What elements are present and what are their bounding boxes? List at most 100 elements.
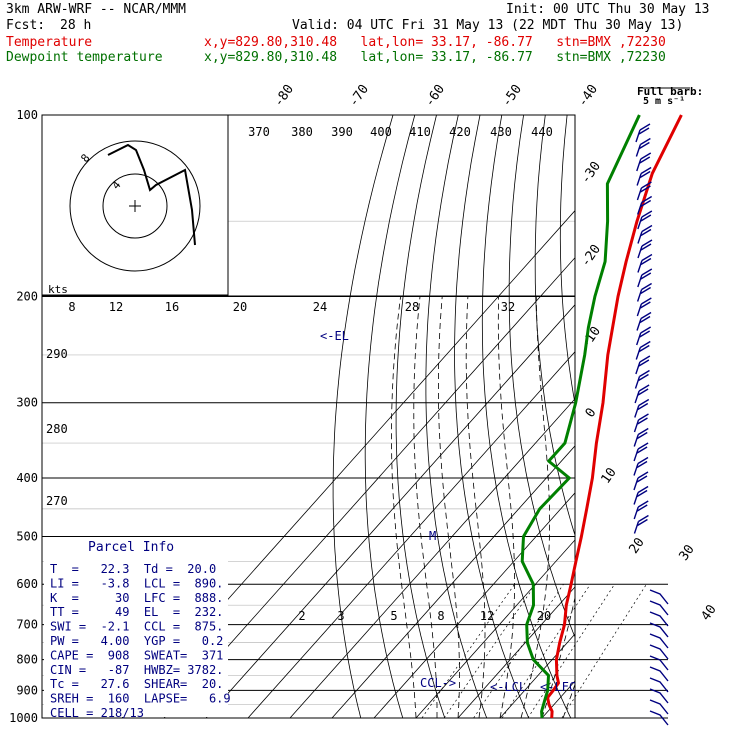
wind-barb-staff [633,448,639,462]
wind-barb [649,644,669,660]
isobar-label: 800 [16,653,38,667]
wind-barb-flag [640,181,652,193]
isobar-label: 200 [16,290,38,304]
wind-barb [637,253,653,273]
temperature-curve [546,114,683,719]
el-label: <-EL [320,329,349,343]
wind-barb-flag [636,456,649,469]
parcel-info-row: LI = -3.8 LCL = 890. [50,576,223,590]
wind-barb [636,181,652,201]
isotherm-label: -80 [271,82,297,110]
wind-barb [649,677,669,693]
wind-barb [635,123,651,143]
dry-adiabat [719,115,740,731]
wind-barb-flag [636,442,649,454]
wind-barb-flag [640,268,653,280]
isotherm-label: 40 [698,602,719,623]
wind-barb-flag [636,471,649,483]
isotherm-label-group: -50 [499,82,525,110]
dry-adiabat [481,115,572,718]
wind-barb [637,210,653,230]
isotherm-line [331,445,575,718]
dewpoint-legend: Dewpoint temperature [6,50,163,65]
isotherm-line [499,633,575,718]
isotherm-label-group: 40 [698,602,719,623]
lcl-label: <-LCL [490,680,526,694]
wind-barb [649,699,669,715]
wind-barb-flag [639,311,652,324]
wind-barb-staff [637,202,643,215]
wind-barb-flag [636,485,649,498]
isobar-label: 1000 [9,711,38,725]
parcel-info-row: K = 30 LFC = 888. [50,591,223,605]
wind-barb-staff [636,318,642,331]
isobar-label: 600 [16,577,38,591]
wind-barb-flag [639,152,652,164]
ccl-label: CCL-> [420,676,456,690]
isotherm-label-group: -20 [578,242,604,270]
fcst-label: Fcst: [6,18,46,33]
wind-barb [636,166,652,186]
wind-barb [635,340,651,360]
isotherm-label: -70 [346,82,372,110]
mixing-ratio-line [561,584,647,718]
wind-barb [649,589,669,605]
wind-barb-flag [637,413,649,425]
wind-barb-staff [636,187,643,201]
theta-label: 280 [46,422,68,436]
speed-label: 24 [313,300,327,314]
wind-barb-flag [640,210,653,222]
wind-barb-flag [640,253,653,266]
wind-barb [649,611,669,627]
wind-barb-staff [635,129,641,143]
wind-barb-flag [637,398,650,411]
isobar-label: 300 [16,396,38,410]
wind-barb-staff [633,419,640,433]
wind-barb [649,710,669,726]
moist-adiabat [584,297,709,719]
valid-time: Valid: 04 UTC Fri 31 May 13 (22 MDT Thu … [292,18,684,33]
theta-e-label: 390 [331,125,353,139]
isotherm-line [289,398,575,718]
wind-barb [635,137,651,157]
wind-barb-staff [635,361,641,375]
isotherm-label: -10 [578,324,604,352]
wind-barb-flag [640,239,653,251]
wind-barb-staff [633,521,640,534]
wind-barb [634,369,650,389]
wind-barb-flag [640,282,652,295]
lfc-label: <-LFC [540,680,576,694]
barb-key-units: 5 m s⁻¹ [643,96,685,107]
parcel-info-row: CELL = 218/13 [50,706,144,720]
wind-barb-staff [636,303,643,317]
theta-label: 270 [46,494,68,508]
theta-label: 290 [46,347,68,361]
wind-barb [636,282,652,302]
wind-barb [633,413,649,433]
mixing-ratio-line [443,584,536,718]
dry-adiabat [395,115,446,718]
theta-e-label: 400 [370,125,392,139]
wind-barb [636,326,652,346]
isotherm-line [457,586,575,718]
wind-barb [633,427,649,447]
wind-barb [649,655,669,671]
wind-barb-staff [637,231,643,244]
theta-e-label: 430 [490,125,512,139]
hodograph-ring-outer [69,140,201,272]
temperature-location: x,y=829.80,310.48 lat,lon= 33.17, -86.77… [204,35,666,50]
wind-barb-staff [634,376,641,389]
wind-barb-flag [639,137,651,150]
isotherm-line [373,492,575,718]
isobar-label: 400 [16,471,38,485]
isotherm-label: 10 [598,465,619,486]
wind-barb [637,195,653,215]
wind-barb-flag [638,355,651,367]
mixing-ratio-label: 2 [298,609,305,623]
wind-barb-flag [640,224,653,237]
moist-adiabat [520,296,550,718]
wind-barb-flag [636,427,649,440]
isotherm-label-group: -10 [578,324,604,352]
model-title: 3km ARW-WRF -- NCAR/MMM [6,2,187,17]
